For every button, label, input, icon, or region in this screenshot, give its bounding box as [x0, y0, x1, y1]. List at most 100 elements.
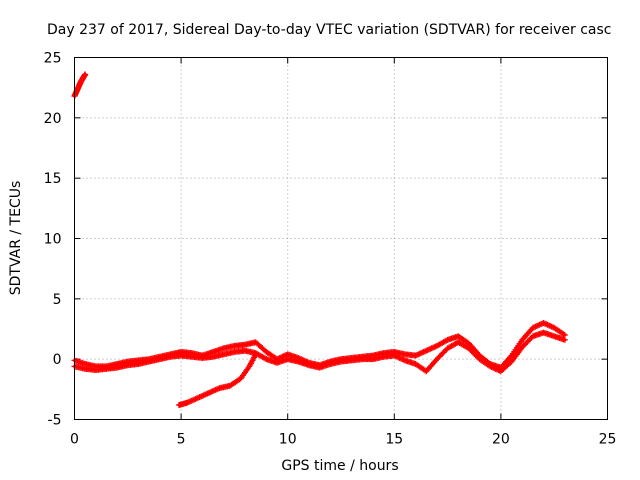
plot-frame: [74, 57, 608, 420]
data-point-marker: [184, 399, 191, 406]
data-point-marker: [416, 350, 423, 357]
data-point-marker: [204, 390, 211, 397]
data-point-marker: [396, 354, 403, 361]
data-point-marker: [561, 336, 568, 343]
data-point-marker: [520, 342, 527, 349]
y-tick-label: 10: [44, 232, 62, 248]
grid-layer: [74, 57, 608, 420]
data-point-marker: [393, 353, 400, 360]
y-tick-label: 25: [44, 51, 62, 67]
data-point-marker: [212, 386, 219, 393]
data-point-marker: [529, 324, 536, 331]
x-tick-label: 0: [70, 432, 79, 448]
data-point-marker: [493, 366, 500, 373]
data-point-marker: [543, 321, 550, 328]
data-point-marker: [541, 320, 548, 327]
data-point-marker: [435, 354, 442, 361]
data-point-marker: [209, 388, 216, 395]
data-point-marker: [525, 337, 532, 344]
data-point-marker: [429, 344, 436, 351]
data-point-marker: [395, 354, 402, 361]
x-tick-label: 5: [177, 432, 186, 448]
data-point-marker: [207, 389, 214, 396]
data-point-marker: [189, 397, 196, 404]
data-point-marker: [187, 398, 194, 405]
data-point-marker: [436, 353, 443, 360]
data-point-marker: [489, 364, 496, 371]
data-point-marker: [400, 356, 407, 363]
y-tick-label: 20: [44, 111, 62, 127]
data-point-marker: [415, 351, 422, 358]
data-point-marker: [527, 335, 534, 342]
data-point-marker: [412, 352, 419, 359]
data-point-marker: [467, 346, 474, 353]
data-point-marker: [419, 349, 426, 356]
data-point-marker: [397, 355, 404, 362]
data-point-marker: [200, 392, 207, 399]
tick-layer: 0 5 10 15 20 25 -5 0 5 10 15 20 25: [44, 51, 617, 448]
series-line: [177, 352, 258, 407]
data-point-marker: [427, 345, 434, 352]
data-point-marker: [443, 337, 450, 344]
data-point-marker: [537, 321, 544, 328]
data-point-marker: [262, 355, 269, 362]
y-tick-label: 0: [53, 352, 62, 368]
data-point-marker: [82, 71, 89, 78]
data-point-marker: [425, 346, 432, 353]
data-point-marker: [424, 347, 431, 354]
data-point-marker: [532, 323, 539, 330]
data-point-marker: [536, 321, 543, 328]
data-point-marker: [431, 344, 438, 351]
data-point-marker: [507, 359, 514, 366]
data-point-marker: [423, 347, 430, 354]
data-point-marker: [524, 338, 531, 345]
data-point-marker: [399, 356, 406, 363]
data-point-marker: [531, 324, 538, 331]
data-point-marker: [215, 385, 222, 392]
data-point-marker: [560, 331, 567, 338]
data-point-marker: [469, 349, 476, 356]
data-point-marker: [521, 341, 528, 348]
chart-title: Day 237 of 2017, Sidereal Day-to-day VTE…: [47, 22, 611, 38]
series-band-lower: [71, 329, 568, 375]
data-point-marker: [199, 392, 206, 399]
data-point-marker: [535, 322, 542, 329]
x-tick-label: 10: [279, 432, 297, 448]
data-point-marker: [417, 350, 424, 357]
data-point-marker: [433, 356, 440, 363]
data-layer: [71, 71, 568, 409]
data-point-marker: [488, 364, 495, 371]
data-point-marker: [523, 340, 530, 347]
data-point-marker: [432, 343, 439, 350]
x-tick-label: 25: [599, 432, 617, 448]
data-point-marker: [465, 345, 472, 352]
data-point-marker: [496, 367, 503, 374]
y-tick-label: 15: [44, 171, 62, 187]
data-point-marker: [208, 388, 215, 395]
data-point-marker: [437, 352, 444, 359]
data-point-marker: [547, 322, 554, 329]
data-point-marker: [487, 363, 494, 370]
data-point-marker: [192, 395, 199, 402]
data-point-marker: [391, 352, 398, 359]
data-point-marker: [544, 321, 551, 328]
data-point-marker: [188, 397, 195, 404]
data-point-marker: [439, 350, 446, 357]
data-point-marker: [545, 322, 552, 329]
data-point-marker: [548, 323, 555, 330]
data-point-marker: [203, 391, 210, 398]
data-point-marker: [252, 351, 259, 358]
data-point-marker: [392, 353, 399, 360]
data-point-marker: [195, 394, 202, 401]
series-descending-segment: [175, 351, 259, 409]
data-point-marker: [472, 352, 479, 359]
data-point-marker: [533, 322, 540, 329]
data-point-marker: [491, 365, 498, 372]
data-point-marker: [185, 399, 192, 406]
data-point-marker: [428, 345, 435, 352]
data-point-marker: [421, 367, 428, 374]
series-early-high: [71, 71, 89, 100]
data-point-marker: [201, 391, 208, 398]
data-point-marker: [205, 389, 212, 396]
